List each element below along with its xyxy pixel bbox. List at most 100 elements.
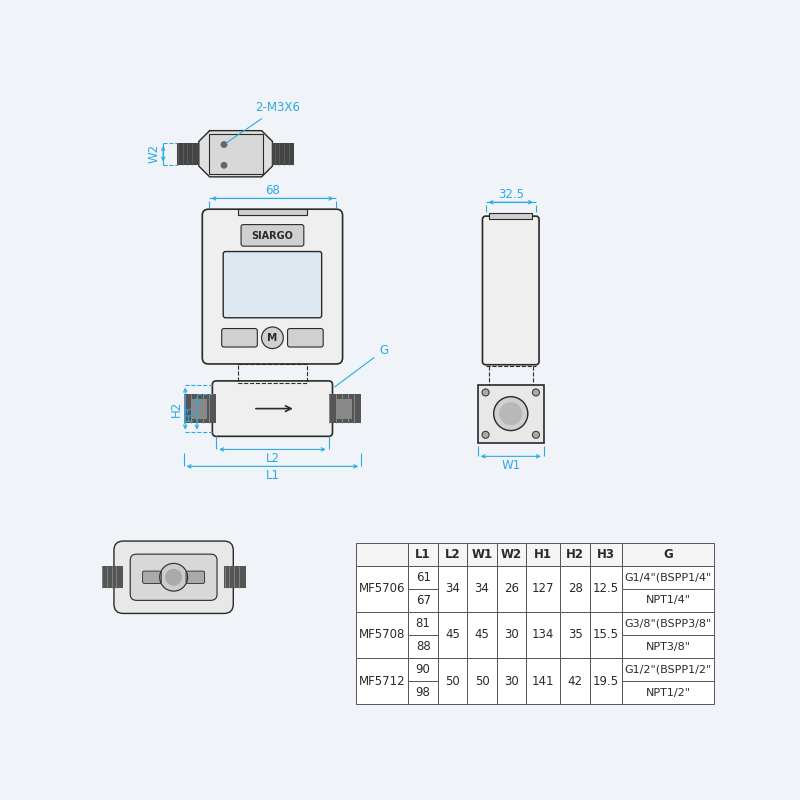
- Text: W2: W2: [147, 144, 160, 163]
- Text: G1/4"(BSPP1/4": G1/4"(BSPP1/4": [625, 572, 712, 582]
- Bar: [490, 213, 532, 219]
- Text: NPT3/8": NPT3/8": [646, 642, 690, 651]
- Bar: [467, 612, 497, 658]
- Text: 61: 61: [416, 570, 430, 584]
- Text: H1: H1: [534, 548, 552, 561]
- Text: W1: W1: [501, 459, 520, 472]
- Circle shape: [494, 397, 528, 430]
- Circle shape: [160, 563, 187, 591]
- Bar: [622, 612, 714, 635]
- Bar: [590, 566, 622, 612]
- Bar: [622, 566, 714, 589]
- Text: W1: W1: [471, 548, 493, 561]
- Bar: [409, 682, 438, 704]
- Text: 35: 35: [568, 629, 582, 642]
- Text: W2: W2: [501, 548, 522, 561]
- Bar: [590, 612, 622, 658]
- Bar: [467, 566, 497, 612]
- Polygon shape: [199, 130, 273, 177]
- Text: 98: 98: [416, 686, 430, 699]
- Circle shape: [482, 431, 489, 438]
- Bar: [467, 542, 497, 566]
- Circle shape: [533, 431, 539, 438]
- Bar: [356, 566, 409, 612]
- Bar: [526, 612, 560, 658]
- Circle shape: [482, 389, 489, 396]
- Bar: [238, 364, 307, 383]
- Bar: [526, 658, 560, 704]
- Bar: [526, 566, 560, 612]
- Bar: [273, 143, 294, 165]
- Bar: [329, 394, 361, 423]
- Circle shape: [222, 142, 226, 147]
- Text: L1: L1: [415, 548, 431, 561]
- Bar: [438, 566, 467, 612]
- Text: H2: H2: [566, 548, 584, 561]
- Text: 45: 45: [445, 629, 460, 642]
- Text: 15.5: 15.5: [593, 629, 619, 642]
- Text: M: M: [267, 333, 278, 342]
- Bar: [177, 143, 199, 165]
- Bar: [438, 658, 467, 704]
- Text: 81: 81: [416, 617, 430, 630]
- Bar: [590, 658, 622, 704]
- Bar: [560, 542, 590, 566]
- Bar: [622, 542, 714, 566]
- Bar: [238, 209, 307, 215]
- Bar: [622, 682, 714, 704]
- Text: 141: 141: [532, 674, 554, 688]
- FancyBboxPatch shape: [223, 251, 322, 318]
- Bar: [102, 566, 123, 588]
- Text: 12.5: 12.5: [593, 582, 619, 595]
- Text: H3: H3: [597, 548, 615, 561]
- Bar: [356, 612, 409, 658]
- Bar: [209, 134, 262, 174]
- Bar: [497, 566, 526, 612]
- Bar: [409, 589, 438, 612]
- Bar: [478, 385, 544, 442]
- Text: L1: L1: [266, 469, 279, 482]
- Text: 26: 26: [504, 582, 519, 595]
- Text: H2: H2: [170, 401, 182, 417]
- Text: 34: 34: [445, 582, 460, 595]
- Bar: [409, 542, 438, 566]
- Text: G1/2"(BSPP1/2": G1/2"(BSPP1/2": [625, 665, 712, 674]
- Text: MF5706: MF5706: [359, 582, 406, 595]
- Bar: [184, 394, 216, 423]
- Bar: [467, 658, 497, 704]
- FancyBboxPatch shape: [482, 216, 539, 365]
- Text: 45: 45: [474, 629, 490, 642]
- Text: G: G: [663, 548, 673, 561]
- Text: 19.5: 19.5: [593, 674, 619, 688]
- Text: 2-M3X6: 2-M3X6: [226, 102, 300, 143]
- FancyBboxPatch shape: [202, 209, 342, 364]
- Text: G3/8"(BSPP3/8": G3/8"(BSPP3/8": [625, 618, 712, 629]
- Text: 30: 30: [504, 674, 519, 688]
- Bar: [497, 658, 526, 704]
- FancyBboxPatch shape: [287, 329, 323, 347]
- Bar: [409, 635, 438, 658]
- Bar: [336, 398, 352, 418]
- Bar: [526, 542, 560, 566]
- Bar: [590, 542, 622, 566]
- Circle shape: [533, 389, 539, 396]
- Text: G: G: [334, 344, 388, 387]
- Bar: [409, 658, 438, 682]
- Bar: [191, 398, 207, 418]
- Bar: [224, 566, 246, 588]
- Text: MF5712: MF5712: [358, 674, 406, 688]
- Bar: [409, 612, 438, 635]
- Circle shape: [166, 570, 182, 585]
- Bar: [438, 612, 467, 658]
- Text: 127: 127: [532, 582, 554, 595]
- Text: 50: 50: [474, 674, 490, 688]
- Text: 134: 134: [532, 629, 554, 642]
- Text: MF5708: MF5708: [359, 629, 406, 642]
- Text: H3: H3: [182, 405, 196, 422]
- FancyBboxPatch shape: [222, 329, 258, 347]
- Circle shape: [500, 403, 522, 425]
- Bar: [438, 542, 467, 566]
- Text: 88: 88: [416, 640, 430, 653]
- Text: L2: L2: [445, 548, 461, 561]
- Text: 34: 34: [474, 582, 490, 595]
